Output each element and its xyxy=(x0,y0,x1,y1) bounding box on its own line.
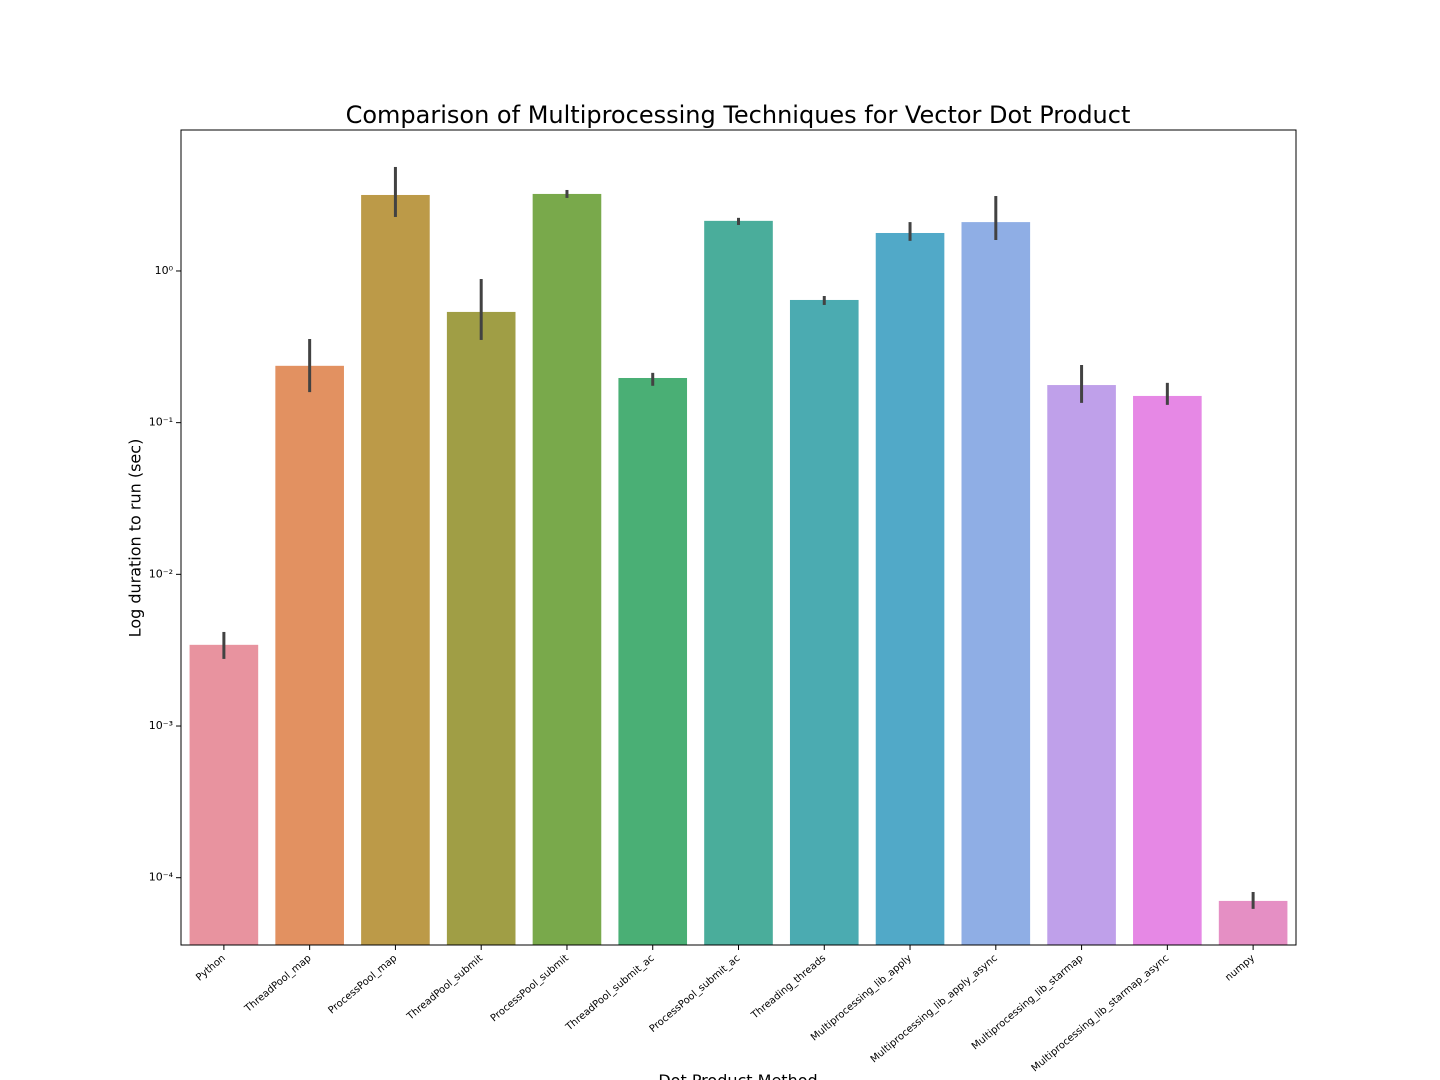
x-tick-label: ProcessPool_map xyxy=(327,953,400,1017)
x-tick-label: ProcessPool_submit xyxy=(489,953,571,1024)
bar xyxy=(361,194,430,945)
y-tick-label: 10⁰ xyxy=(155,264,174,277)
x-tick-label: ThreadPool_map xyxy=(242,953,313,1015)
y-tick-label: 10⁻³ xyxy=(149,719,173,732)
x-tick-label: Python xyxy=(194,953,228,984)
chart-title: Comparison of Multiprocessing Techniques… xyxy=(346,101,1131,129)
x-tick-label: ProcessPool_submit_ac xyxy=(648,953,743,1035)
bar xyxy=(532,193,602,946)
bar xyxy=(961,222,1031,945)
bar xyxy=(189,644,259,945)
x-tick-label: ThreadPool_submit_ac xyxy=(563,953,656,1034)
bar xyxy=(1133,395,1202,945)
bar xyxy=(446,311,516,945)
bar xyxy=(1047,385,1116,945)
bar xyxy=(789,299,859,946)
bar xyxy=(275,365,344,945)
y-tick-label: 10⁻⁴ xyxy=(149,871,174,884)
y-axis-label: Log duration to run (sec) xyxy=(126,439,145,638)
bar xyxy=(618,377,688,946)
y-tick-label: 10⁻¹ xyxy=(149,416,173,429)
bar xyxy=(704,220,773,946)
x-axis-label: Dot Product Method xyxy=(658,1071,817,1080)
x-tick-label: numpy xyxy=(1223,953,1257,984)
x-tick-label: ThreadPool_submit xyxy=(405,953,486,1023)
x-tick-label: Multiprocessing_lib_apply xyxy=(809,953,914,1044)
y-tick-label: 10⁻² xyxy=(149,567,173,580)
bar xyxy=(875,232,945,945)
x-tick-label: Multiprocessing_lib_starmap_async xyxy=(1030,953,1172,1074)
plot-frame xyxy=(180,129,1297,946)
x-tick-label: Threading_threads xyxy=(749,953,828,1022)
